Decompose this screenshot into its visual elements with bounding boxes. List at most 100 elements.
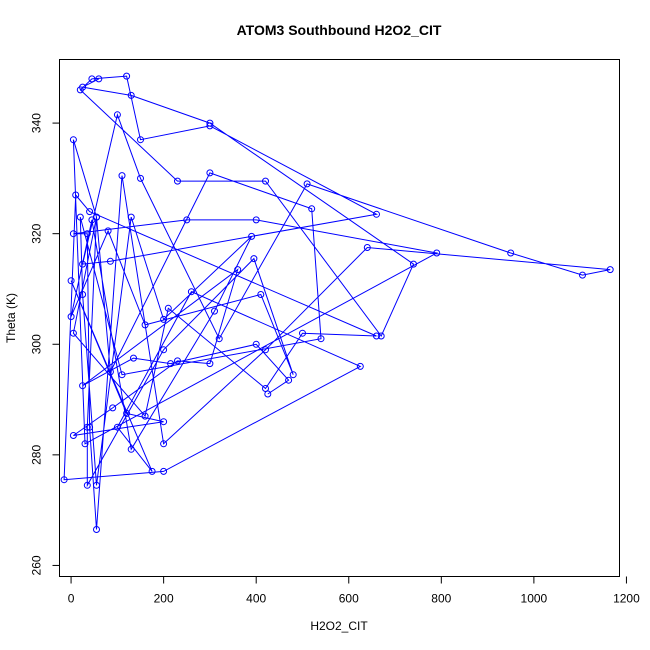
x-tick-label: 1000	[521, 592, 548, 606]
data-point: 10, 327	[72, 191, 80, 199]
data-point: 420, 329.5	[262, 177, 269, 185]
data-point: 670, 301.5	[377, 332, 385, 340]
data-point: 200, 304.5	[160, 315, 168, 323]
data-point: 160, 303.5	[141, 321, 149, 329]
data-point: 660, 323.5	[373, 210, 380, 218]
series-line	[63, 75, 611, 530]
data-point: 0, 305	[67, 313, 75, 321]
data-point: 85, 295	[106, 368, 114, 376]
data-point: 410, 309	[257, 291, 265, 298]
data-point: 300, 296.5	[206, 360, 214, 368]
y-tick-label: 340	[30, 113, 44, 133]
data-point: 540, 301	[317, 335, 325, 343]
data-point: 120, 287.5	[123, 409, 131, 417]
data-point: 35, 320	[83, 230, 91, 238]
data-point: 130, 323	[127, 213, 135, 221]
x-tick-label: 800	[431, 592, 451, 606]
data-point: 1105, 312.5	[579, 271, 586, 279]
data-point: 55, 274.5	[93, 481, 100, 489]
data-point: 55, 266.5	[93, 526, 100, 533]
data-point: 310, 306	[211, 307, 218, 315]
plot-frame	[59, 59, 620, 577]
data-point: 40, 285	[86, 423, 94, 431]
y-axis: 260 280 300 320 340	[30, 113, 60, 575]
y-axis-label: Theta (K)	[4, 293, 18, 343]
data-point: 40, 324	[86, 208, 94, 216]
data-point: 790, 316.5	[433, 249, 441, 257]
data-point: 360, 313.5	[234, 266, 242, 274]
data-point: 300, 340	[206, 119, 214, 127]
data-point: 520, 324.5	[308, 205, 316, 213]
data-point: 250, 322.5	[183, 216, 191, 224]
data-point: 400, 300	[252, 340, 260, 348]
data-point: 200, 286	[160, 418, 168, 426]
data-point: 420, 299	[262, 346, 269, 354]
data-point: 60, 348	[95, 75, 103, 83]
data-point: 320, 301	[215, 335, 223, 343]
data-point: 25, 314.5	[79, 260, 87, 268]
data-point: 150, 337	[137, 136, 144, 144]
x-axis: 0 200 400 600 800 1000 1200	[68, 576, 640, 606]
data-point: 0, 311.5	[67, 277, 75, 285]
x-axis-label: H2O2_CIT	[310, 619, 368, 633]
data-point: 175, 277	[148, 467, 156, 475]
chart-title: ATOM3 Southbound H2O2_CIT	[237, 22, 442, 38]
data-point: 90, 288.5	[109, 404, 117, 412]
data-point: 100, 341.5	[113, 111, 121, 119]
data-point: 200, 277	[160, 467, 168, 475]
data-point: 300, 339.5	[206, 122, 214, 130]
data-point: 135, 297.5	[130, 354, 137, 362]
data-point: 25, 309	[79, 291, 87, 298]
data-point: 200, 282	[160, 440, 168, 448]
y-tick-label: 260	[30, 555, 44, 575]
data-point: 500, 302	[299, 329, 306, 337]
data-point: 625, 296	[356, 362, 364, 370]
data-point: 230, 297	[174, 357, 181, 365]
x-tick-label: 200	[154, 592, 174, 606]
data-point: 100, 285	[113, 423, 121, 431]
data-point: 215, 296.5	[167, 360, 175, 368]
data-point: 85, 315	[106, 257, 114, 265]
data-point: 20, 346	[76, 86, 84, 94]
data-point: 160, 287	[141, 412, 149, 420]
data-point: 25, 292.5	[79, 382, 87, 390]
x-tick-label: 0	[68, 592, 75, 606]
data-point: 120, 348.5	[123, 72, 131, 80]
x-tick-label: 400	[246, 592, 266, 606]
data-point: 5, 283.5	[69, 432, 77, 439]
data-point: 30, 282	[81, 440, 89, 448]
data-point: 110, 294.5	[118, 371, 126, 379]
x-tick-label: 1200	[613, 592, 640, 606]
data-point: 130, 281	[127, 445, 135, 453]
data-point: 470, 293.5	[285, 376, 293, 384]
data-point: 425, 291	[264, 390, 272, 398]
data-point: 55, 323	[93, 213, 100, 221]
data-point: 300, 331	[206, 169, 214, 177]
series-layer: 60, 34825, 346.5130, 345300, 340740, 314…	[60, 72, 614, 533]
data-point: -15, 275.5	[60, 476, 68, 484]
y-tick-label: 300	[30, 334, 44, 354]
data-point: 740, 314.5	[410, 260, 417, 268]
x-tick-label: 600	[339, 592, 359, 606]
data-point: 1165, 313.5	[606, 266, 614, 274]
data-point: 80, 320.5	[104, 227, 112, 235]
data-point: 510, 329	[303, 180, 311, 188]
data-point: 5, 337	[69, 136, 77, 144]
data-point: 660, 301.5	[373, 332, 380, 340]
data-point: 45, 348	[88, 75, 96, 83]
data-point: 130, 345	[127, 91, 135, 99]
y-tick-label: 320	[30, 223, 44, 243]
data-point: 200, 299	[160, 346, 168, 354]
data-point: 395, 315.5	[250, 255, 258, 263]
data-point: 150, 330	[137, 174, 144, 182]
data-point: 260, 309.5	[187, 288, 195, 296]
data-point: 20, 323	[76, 213, 84, 221]
y-tick-label: 280	[30, 445, 44, 465]
data-point: 230, 329.5	[174, 177, 181, 185]
data-point: 210, 306.5	[164, 304, 172, 312]
data-point: 35, 274.5	[83, 481, 91, 489]
data-point: 390, 319.5	[248, 232, 256, 240]
data-point: 35, 285	[83, 423, 91, 431]
data-point: 400, 322.5	[252, 216, 260, 224]
